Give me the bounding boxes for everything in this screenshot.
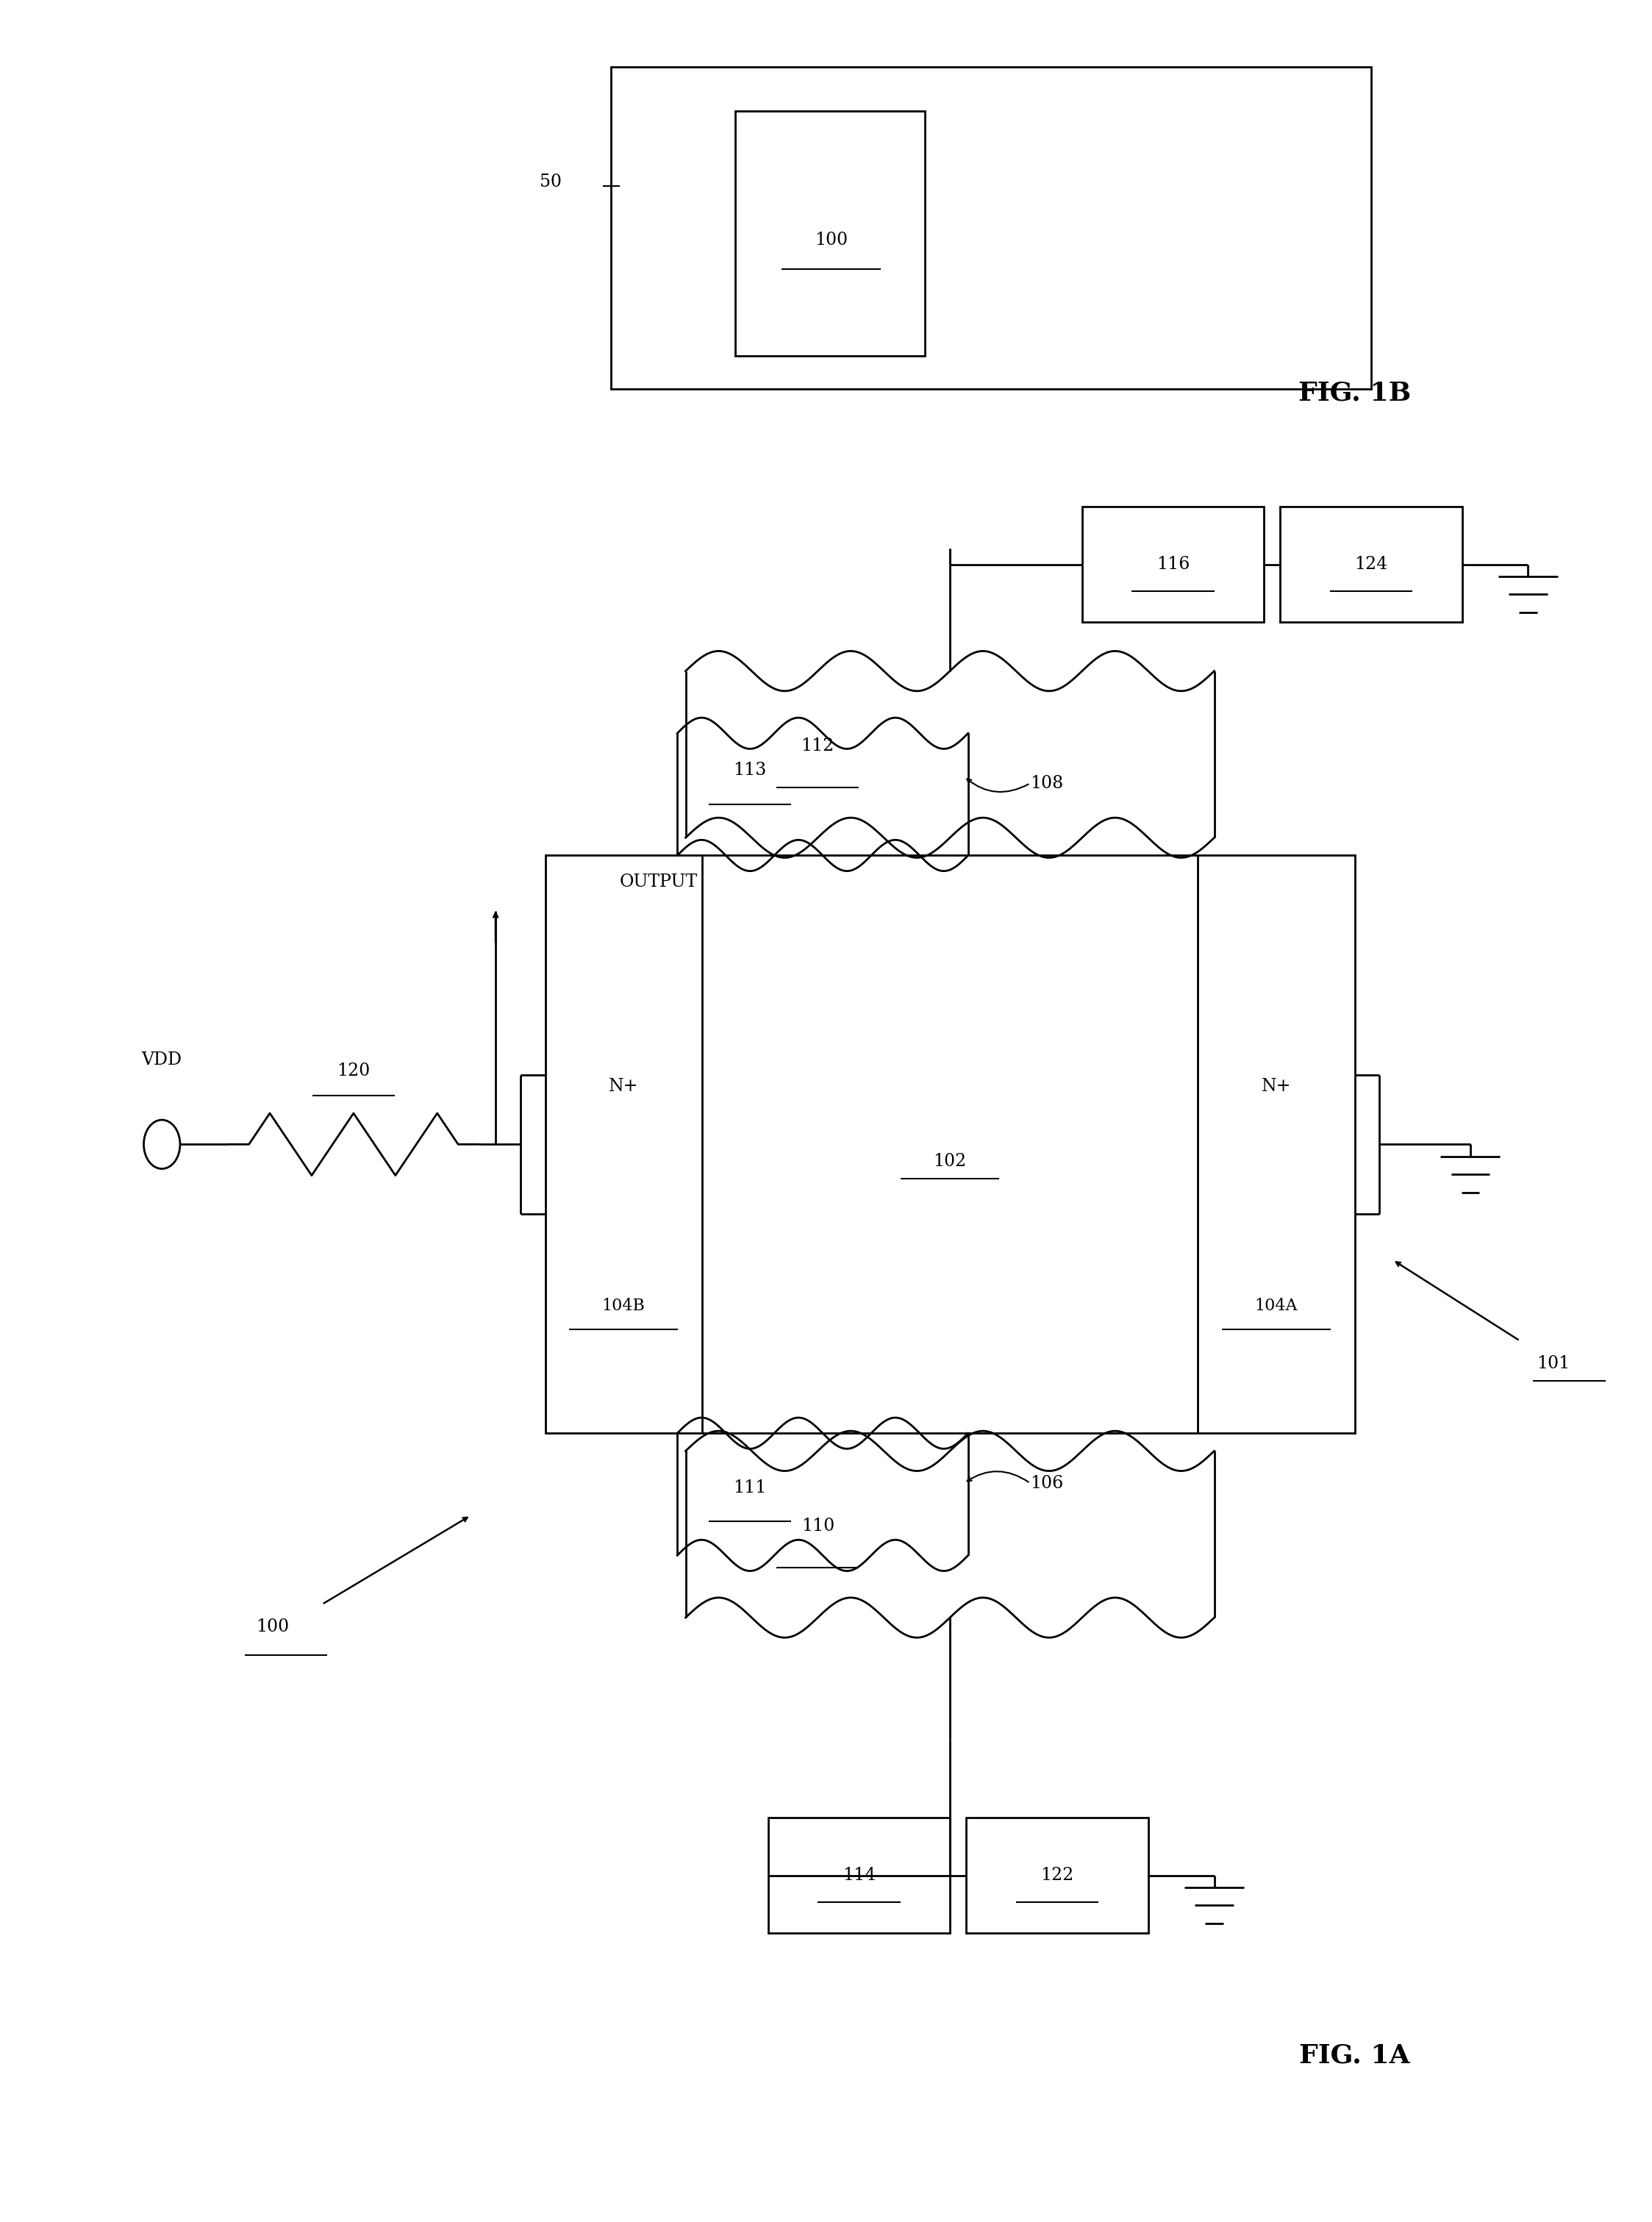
Text: 120: 120 <box>337 1062 370 1080</box>
Text: 100: 100 <box>256 1618 289 1635</box>
Text: 50: 50 <box>540 173 562 191</box>
Bar <box>768 1818 950 1933</box>
Text: 113: 113 <box>733 762 767 778</box>
Text: 100: 100 <box>814 231 847 249</box>
Text: 122: 122 <box>1041 1866 1074 1884</box>
Text: N+: N+ <box>610 1078 638 1095</box>
Bar <box>1082 507 1264 622</box>
Text: 106: 106 <box>1031 1475 1064 1491</box>
Text: 116: 116 <box>1156 556 1189 573</box>
Text: 110: 110 <box>801 1518 834 1535</box>
Text: 114: 114 <box>843 1866 876 1884</box>
Text: 124: 124 <box>1355 556 1388 573</box>
Text: VDD: VDD <box>142 1051 182 1069</box>
Text: OUTPUT: OUTPUT <box>620 873 697 891</box>
Text: 108: 108 <box>1031 775 1064 791</box>
Bar <box>611 67 1371 389</box>
Text: 101: 101 <box>1536 1355 1569 1373</box>
Text: FIG. 1A: FIG. 1A <box>1298 2042 1411 2069</box>
Text: FIG. 1B: FIG. 1B <box>1298 380 1411 407</box>
Text: 104A: 104A <box>1254 1298 1298 1313</box>
Bar <box>545 855 1355 1433</box>
Bar <box>1280 507 1462 622</box>
Text: 102: 102 <box>933 1153 966 1171</box>
Text: 112: 112 <box>801 738 834 755</box>
Bar <box>735 111 925 356</box>
Text: 104B: 104B <box>601 1298 646 1313</box>
Text: 111: 111 <box>733 1480 767 1498</box>
Text: N+: N+ <box>1262 1078 1290 1095</box>
Bar <box>966 1818 1148 1933</box>
